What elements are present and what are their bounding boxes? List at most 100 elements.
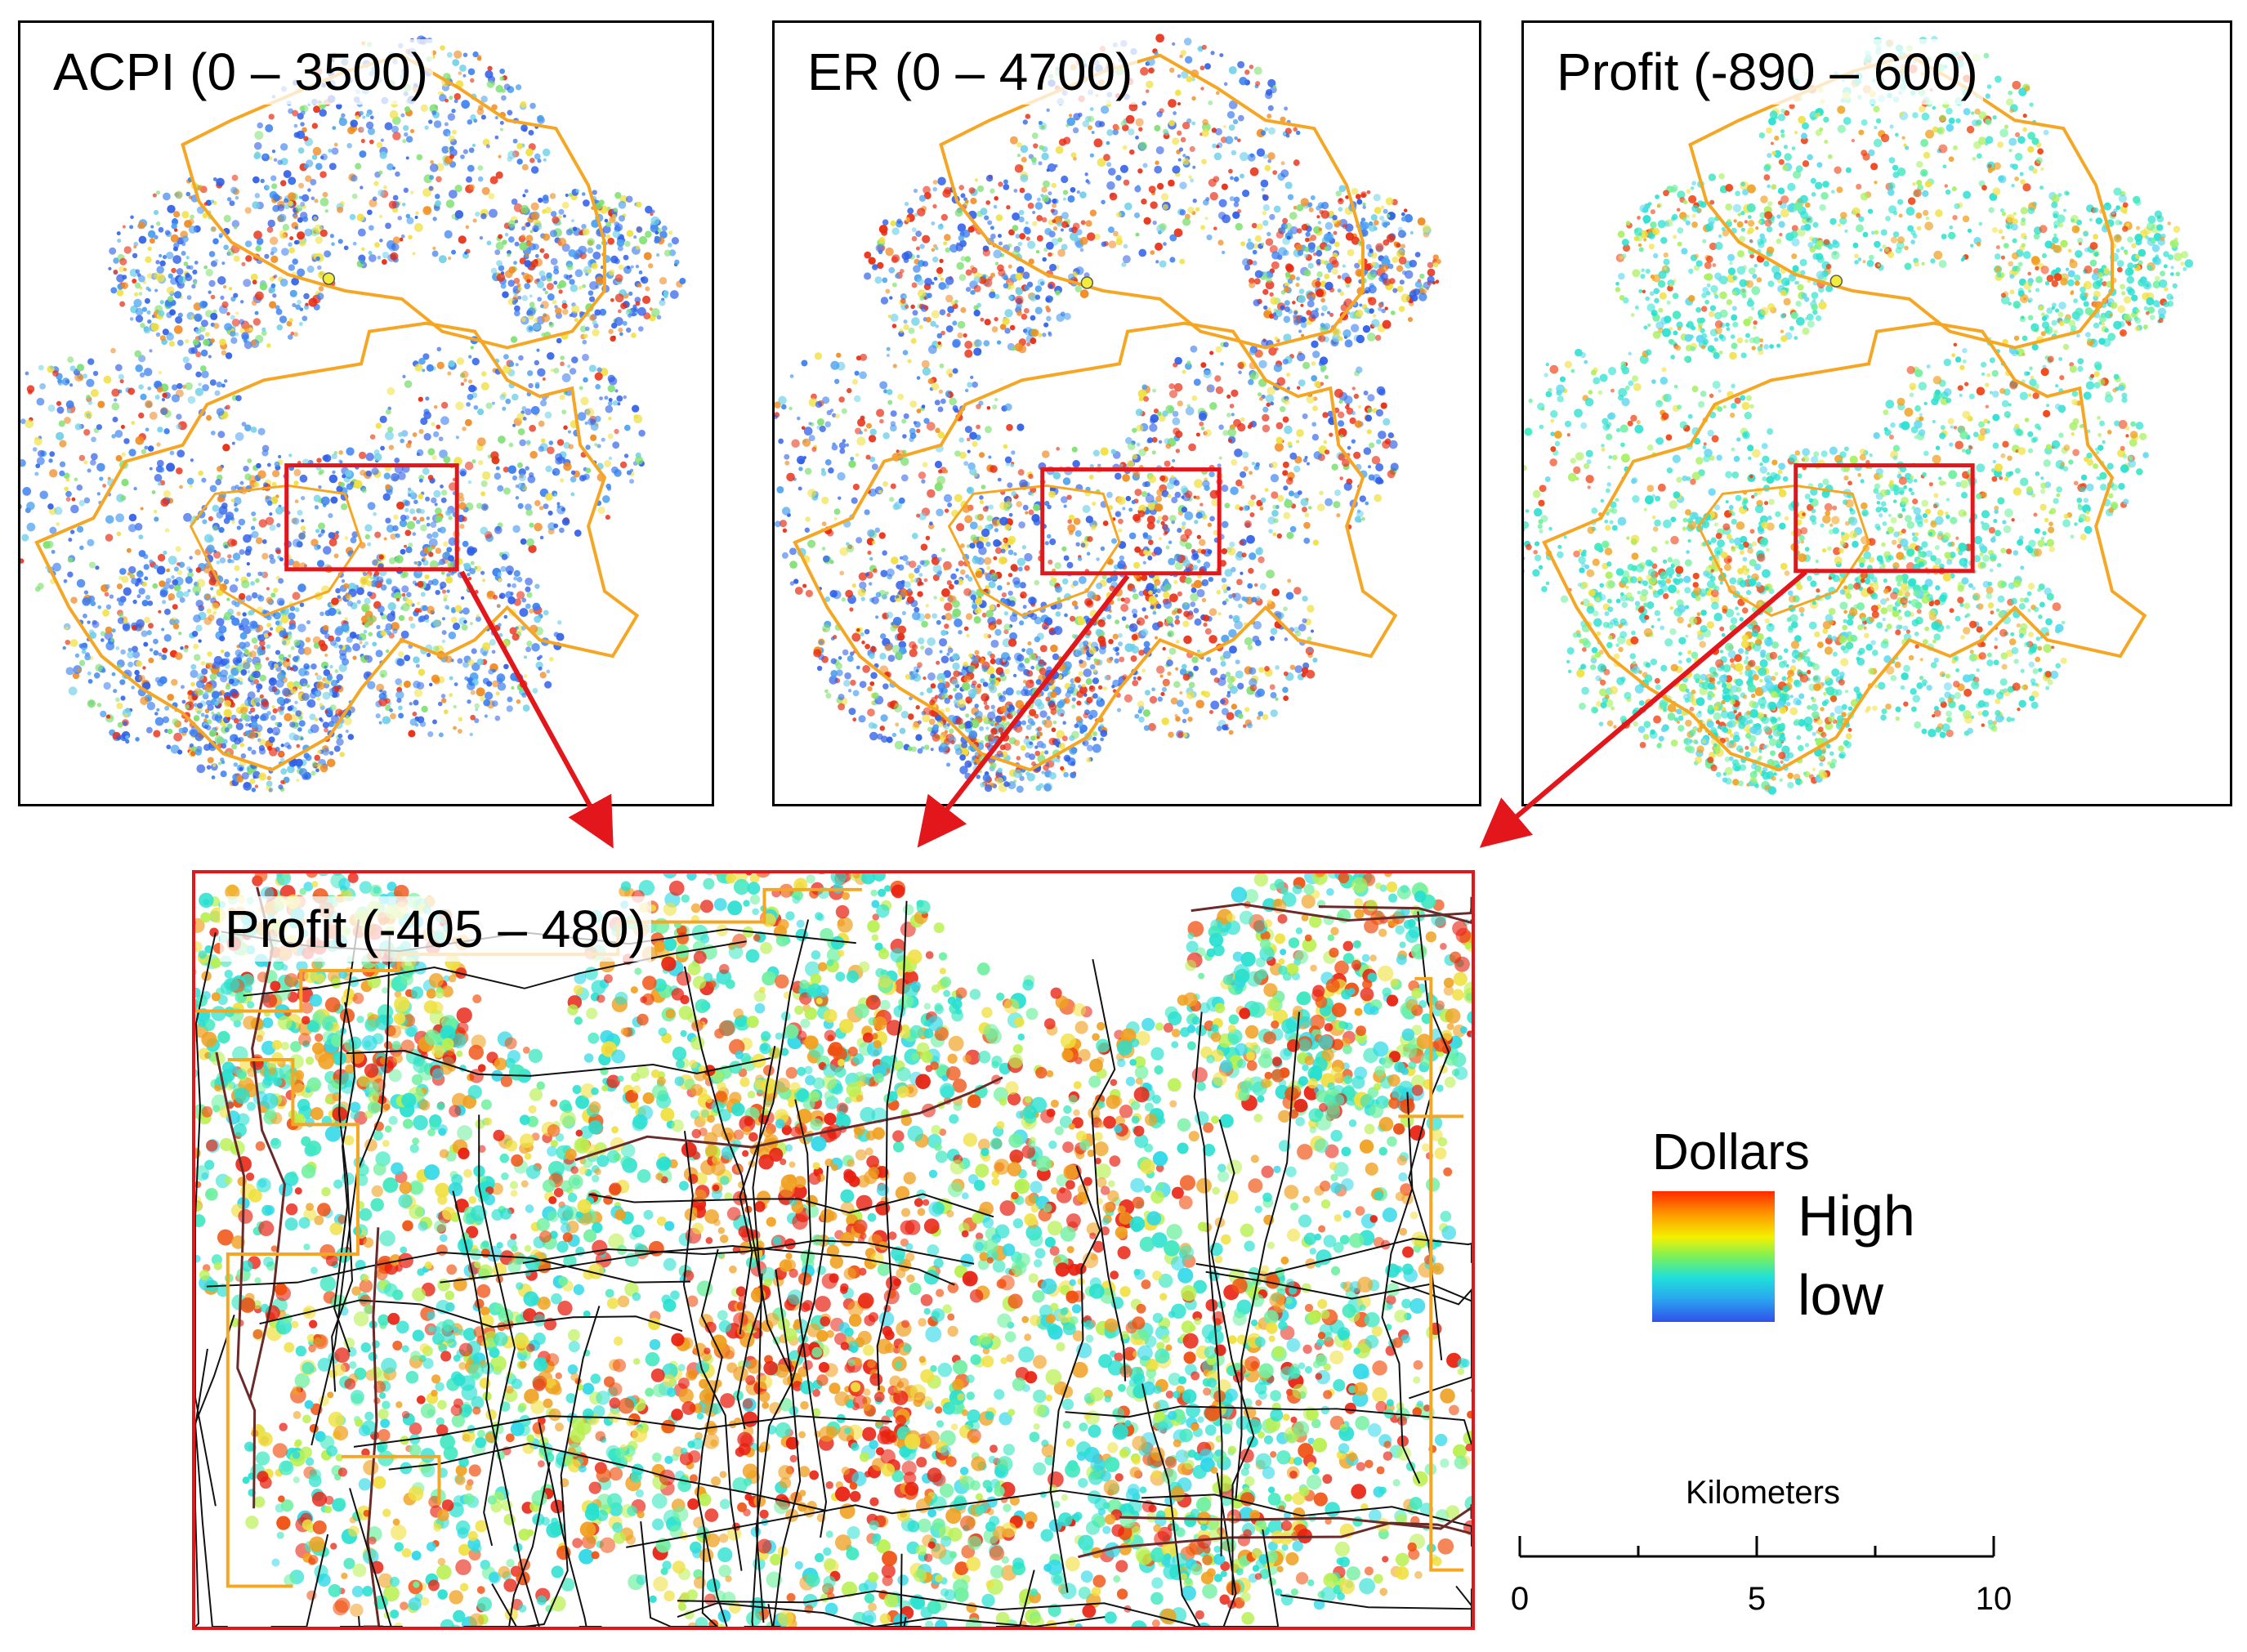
raster-cell — [569, 368, 577, 375]
raster-cell — [617, 309, 622, 314]
raster-cell — [194, 549, 201, 556]
raster-cell — [291, 277, 299, 286]
raster-cell — [932, 257, 939, 263]
raster-cell — [132, 599, 137, 605]
raster-cell — [516, 289, 520, 294]
raster-cell — [274, 663, 279, 668]
raster-cell — [297, 268, 306, 277]
raster-cell — [554, 307, 562, 315]
raster-cell — [848, 708, 856, 716]
raster-cell — [456, 357, 465, 365]
raster-cell — [626, 470, 632, 476]
raster-cell — [527, 475, 536, 484]
raster-cell — [395, 533, 400, 538]
raster-cell — [183, 261, 189, 266]
raster-cell — [489, 208, 498, 218]
raster-cell — [511, 300, 517, 306]
raster-cell — [515, 496, 520, 500]
raster-cell — [287, 334, 293, 340]
raster-cell — [1231, 389, 1239, 397]
raster-cell — [196, 578, 206, 587]
raster-cell — [510, 672, 519, 681]
raster-cell — [930, 683, 936, 689]
raster-cell — [349, 213, 356, 221]
raster-cell — [113, 689, 118, 694]
raster-cell — [472, 218, 477, 223]
raster-cell — [1098, 647, 1106, 654]
raster-cell — [511, 633, 520, 641]
raster-cell — [78, 643, 84, 649]
raster-cell — [936, 333, 943, 339]
raster-cell — [1248, 378, 1254, 386]
raster-cell — [201, 370, 209, 378]
raster-cell — [120, 424, 125, 429]
raster-cell — [1221, 577, 1227, 583]
raster-cell — [68, 538, 73, 542]
raster-cell — [954, 618, 963, 627]
raster-cell — [458, 71, 462, 75]
raster-cell — [469, 732, 473, 737]
raster-cell — [597, 506, 605, 515]
raster-cell — [439, 93, 447, 102]
raster-cell — [239, 549, 245, 556]
raster-cell — [135, 737, 140, 742]
raster-cell — [109, 637, 115, 642]
raster-cell — [323, 669, 331, 676]
raster-cell — [272, 470, 280, 478]
raster-cell — [521, 295, 529, 301]
raster-cell — [223, 611, 233, 621]
raster-cell — [142, 666, 146, 670]
raster-cell — [623, 254, 629, 261]
raster-cell — [1162, 203, 1168, 210]
raster-cell — [540, 275, 547, 282]
raster-cell — [451, 109, 456, 114]
raster-cell — [831, 444, 838, 451]
raster-cell — [1289, 212, 1298, 220]
raster-cell — [366, 615, 371, 621]
raster-cell — [557, 456, 565, 464]
raster-cell — [196, 703, 203, 709]
raster-cell — [427, 547, 433, 552]
raster-cell — [1261, 242, 1265, 246]
raster-cell — [152, 193, 157, 198]
raster-cell — [297, 147, 305, 154]
raster-cell — [1170, 475, 1174, 479]
raster-cell — [344, 536, 349, 540]
raster-cell — [638, 270, 643, 275]
raster-cell — [1150, 201, 1158, 209]
raster-cell — [542, 377, 546, 381]
raster-cell — [605, 483, 611, 489]
raster-cell — [118, 600, 124, 606]
raster-cell — [378, 170, 383, 175]
raster-cell — [32, 447, 38, 452]
raster-cell — [1195, 432, 1200, 437]
raster-cell — [159, 253, 163, 258]
raster-cell — [230, 559, 235, 564]
raster-cell — [298, 322, 303, 326]
raster-cell — [914, 212, 918, 217]
raster-cell — [501, 95, 507, 101]
raster-cell — [261, 552, 269, 560]
raster-cell — [1366, 333, 1376, 342]
raster-cell — [449, 154, 454, 159]
raster-cell — [281, 248, 289, 257]
raster-cell — [1003, 179, 1008, 185]
raster-cell — [1073, 517, 1081, 525]
raster-cell — [280, 779, 285, 784]
raster-cell — [498, 435, 506, 444]
raster-cell — [1138, 590, 1145, 596]
raster-cell — [232, 552, 241, 560]
raster-cell — [1296, 228, 1302, 234]
raster-cell — [302, 127, 307, 133]
raster-cell — [272, 708, 278, 714]
raster-cell — [503, 614, 508, 619]
raster-cell — [157, 426, 163, 433]
raster-cell — [1146, 521, 1155, 530]
raster-cell — [328, 149, 333, 154]
raster-cell — [175, 316, 183, 324]
raster-cell — [1086, 744, 1093, 752]
raster-cell — [235, 195, 239, 200]
raster-cell — [226, 329, 230, 334]
raster-cell — [246, 572, 252, 578]
raster-cell — [159, 580, 166, 587]
